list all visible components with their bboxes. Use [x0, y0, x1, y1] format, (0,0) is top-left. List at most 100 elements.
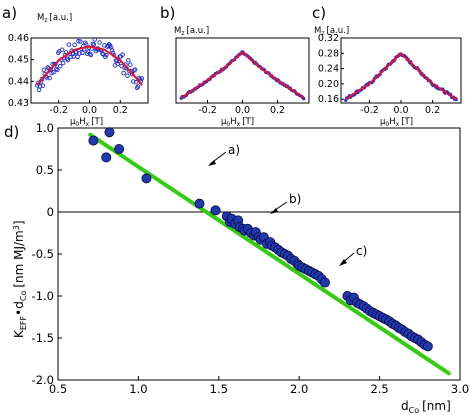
d-data-point: [141, 173, 152, 184]
annotation-c: c): [339, 244, 367, 266]
d-data-point: [210, 205, 221, 216]
a-data-point: [39, 76, 45, 82]
a-data-point: [87, 51, 93, 57]
panel-label-c: c): [312, 4, 326, 22]
panel-d-fit-line: [88, 132, 451, 376]
d-ytick-label: -0.5: [32, 247, 54, 261]
d-data-point: [101, 152, 112, 163]
a-data-point: [90, 41, 96, 47]
a-data-point: [104, 52, 109, 58]
panel-b-xlabel: μ0Hx [T]: [221, 117, 254, 128]
a-data-point: [131, 68, 137, 73]
panel-a-ticks: -0.2 0.0 0.2 0.43 0.44 0.45 0.46: [8, 33, 128, 116]
panel-label-d: d): [4, 123, 19, 141]
a-data-point: [133, 79, 139, 85]
d-data-point: [88, 135, 99, 146]
c-xtick-label: 0.0: [393, 105, 408, 116]
d-xtick-label: 2.0: [290, 382, 308, 396]
d-data-point: [104, 127, 115, 138]
a-ytick-label: 0.44: [8, 76, 29, 87]
panel-c: c) Mz [a.u.] -0.2 0.0 0.2 0.16 0.20 0.24 0.28 0.…: [312, 4, 462, 128]
a-data-point: [108, 45, 114, 50]
a-data-point: [47, 75, 52, 81]
a-data-point: [75, 54, 80, 60]
panel-label-a: a): [2, 4, 17, 22]
d-xtick-label: 3.0: [451, 382, 469, 396]
panel-a: a) Mz [a.u.] -0.2 0.0 0.2 0.43 0.44 0.45 0.46 μ…: [2, 4, 149, 128]
a-data-point: [68, 54, 74, 60]
d-ytick-label: 0: [47, 205, 54, 219]
panel-b-ylabel: Mz [a.u.]: [174, 26, 209, 37]
a-data-point: [63, 50, 69, 55]
a-data-point: [57, 63, 63, 69]
a-data-point: [40, 83, 46, 88]
annotation-c-arrowhead: [339, 259, 347, 266]
panel-a-xlabel: μ0Hx [T]: [70, 117, 103, 128]
d-data-point: [114, 143, 125, 154]
annotation-a-arrowhead: [208, 160, 216, 166]
a-ytick-label: 0.46: [8, 33, 29, 44]
a-data-point: [132, 67, 138, 72]
panel-d: d) 0.5 1.0 1.5 2.0 2.5 3.0-2.0-1.5-1.0-0.500.…: [4, 121, 469, 415]
a-data-point: [120, 52, 125, 57]
a-data-point: [115, 61, 121, 67]
d-xtick-label: 1.0: [129, 382, 147, 396]
d-ytick-label: -1.5: [32, 331, 54, 345]
d-data-point: [422, 341, 433, 352]
d-data-point: [194, 198, 205, 209]
a-data-point: [125, 73, 130, 78]
panel-a-fit-curve: [36, 45, 143, 86]
d-ytick-label: -2.0: [32, 373, 54, 387]
panel-b: b) Mz [a.u.] -0.2 0.0 0.2 μ0Hx [T]: [160, 4, 310, 128]
panel-d-points: [88, 127, 433, 352]
panel-c-ticks: -0.2 0.0 0.2 0.16 0.20 0.24 0.28 0.32: [318, 33, 440, 116]
panel-b-points: [179, 50, 306, 101]
a-data-point: [51, 70, 56, 75]
annotation-b-arrowhead: [270, 208, 278, 214]
a-data-point: [121, 70, 126, 76]
a-ytick-label: 0.45: [8, 55, 29, 66]
a-data-point: [59, 47, 65, 52]
d-xtick-label: 2.5: [370, 382, 388, 396]
a-data-point: [60, 60, 66, 66]
a-data-point: [92, 37, 98, 42]
a-data-point: [139, 76, 145, 81]
panel-b-frame: [175, 37, 310, 104]
c-xtick-label: 0.2: [425, 105, 440, 116]
b-xtick-label: -0.2: [198, 105, 217, 116]
panel-c-xlabel: μ0Hx [T]: [380, 117, 413, 128]
a-data-point: [41, 67, 47, 73]
a-data-point: [80, 50, 85, 56]
panel-d-xlabel: dCo [nm]: [401, 399, 451, 415]
annotation-c-label: c): [356, 244, 367, 258]
panel-b-fit-curve: [180, 50, 305, 99]
a-data-point: [55, 67, 60, 73]
annotation-a-label: a): [228, 143, 240, 157]
a-data-point: [37, 83, 43, 89]
d-ytick-label: -1.0: [32, 289, 54, 303]
a-data-point: [130, 79, 136, 84]
a-data-point: [88, 52, 94, 58]
a-data-point: [72, 42, 77, 48]
c-xtick-label: -0.2: [360, 105, 379, 116]
a-data-point: [44, 75, 50, 80]
annotation-a: a): [208, 143, 240, 166]
b-xtick-label: 0.0: [235, 105, 250, 116]
a-xtick-label: 0.0: [82, 105, 97, 116]
c-ytick-label: 0.32: [318, 33, 339, 44]
b-xtick-label: 0.2: [270, 105, 285, 116]
a-data-point: [36, 87, 42, 93]
a-data-point: [34, 83, 40, 88]
panel-c-ylabel: Mz [a.u.]: [314, 26, 349, 37]
panel-b-ticks: -0.2 0.0 0.2: [198, 100, 285, 116]
a-data-point: [128, 62, 133, 67]
annotation-b-label: b): [289, 192, 301, 206]
a-data-point: [76, 38, 81, 44]
panel-c-points: [344, 52, 458, 102]
panel-d-ylabel: KEFF•dCo[nm MJ/m3]: [12, 220, 28, 338]
annotation-b: b): [270, 192, 301, 214]
a-data-point: [91, 42, 97, 47]
d-data-point: [319, 277, 330, 288]
a-data-point: [53, 61, 58, 67]
